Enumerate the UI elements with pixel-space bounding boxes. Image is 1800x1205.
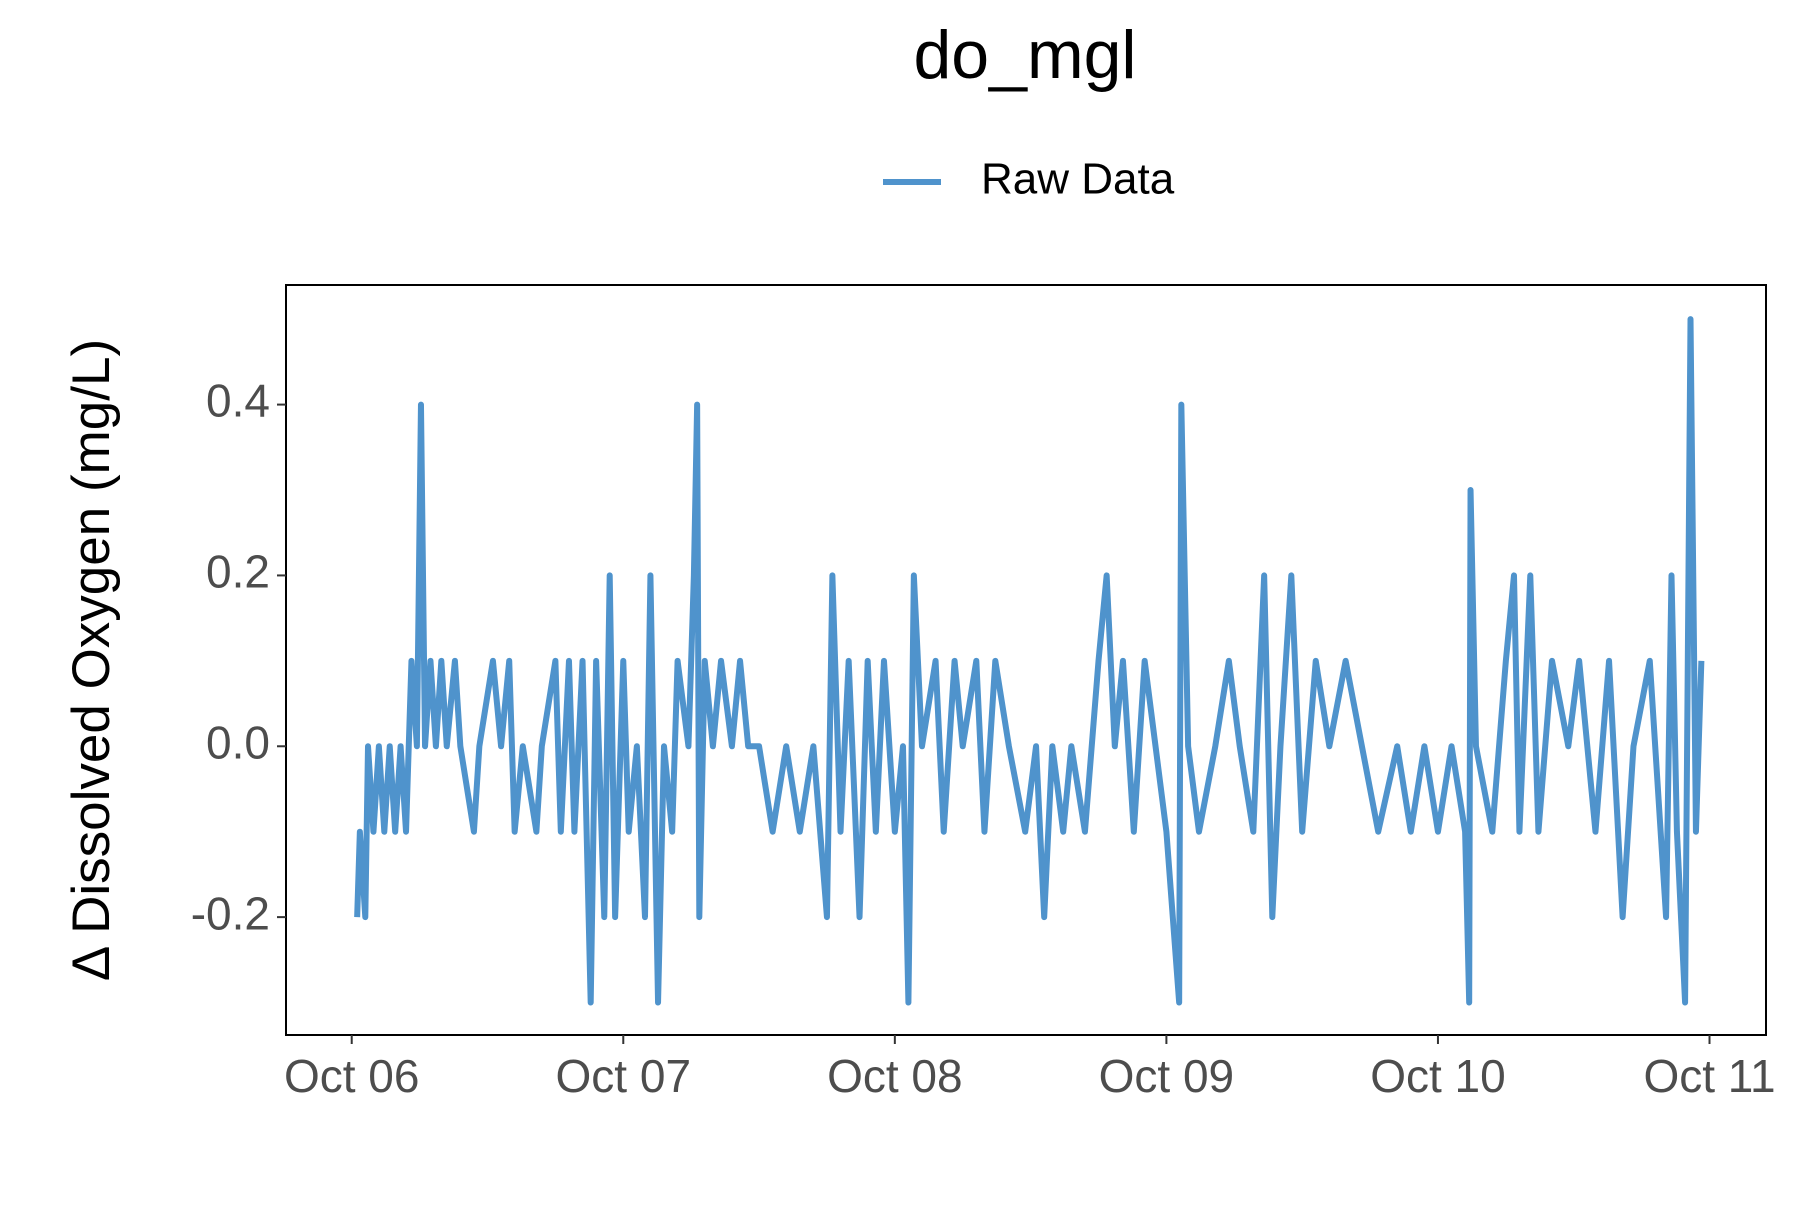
chart-title: do_mgl xyxy=(913,17,1136,93)
y-axis-title: Δ Dissolved Oxygen (mg/L) xyxy=(62,339,121,981)
x-tick-label: Oct 06 xyxy=(284,1050,420,1102)
x-tick-label: Oct 07 xyxy=(556,1050,692,1102)
x-tick-label: Oct 08 xyxy=(827,1050,963,1102)
y-tick-label: -0.2 xyxy=(191,887,270,939)
y-tick-label: 0.2 xyxy=(206,546,270,598)
x-tick-label: Oct 10 xyxy=(1370,1050,1506,1102)
series-line xyxy=(354,316,1705,1006)
x-tick-label: Oct 09 xyxy=(1099,1050,1235,1102)
y-tick-label: 0.0 xyxy=(206,716,270,768)
y-tick-label: 0.4 xyxy=(206,375,270,427)
legend-label: Raw Data xyxy=(981,155,1175,204)
x-tick-label: Oct 11 xyxy=(1643,1050,1775,1102)
plot-panel xyxy=(285,284,1767,1036)
